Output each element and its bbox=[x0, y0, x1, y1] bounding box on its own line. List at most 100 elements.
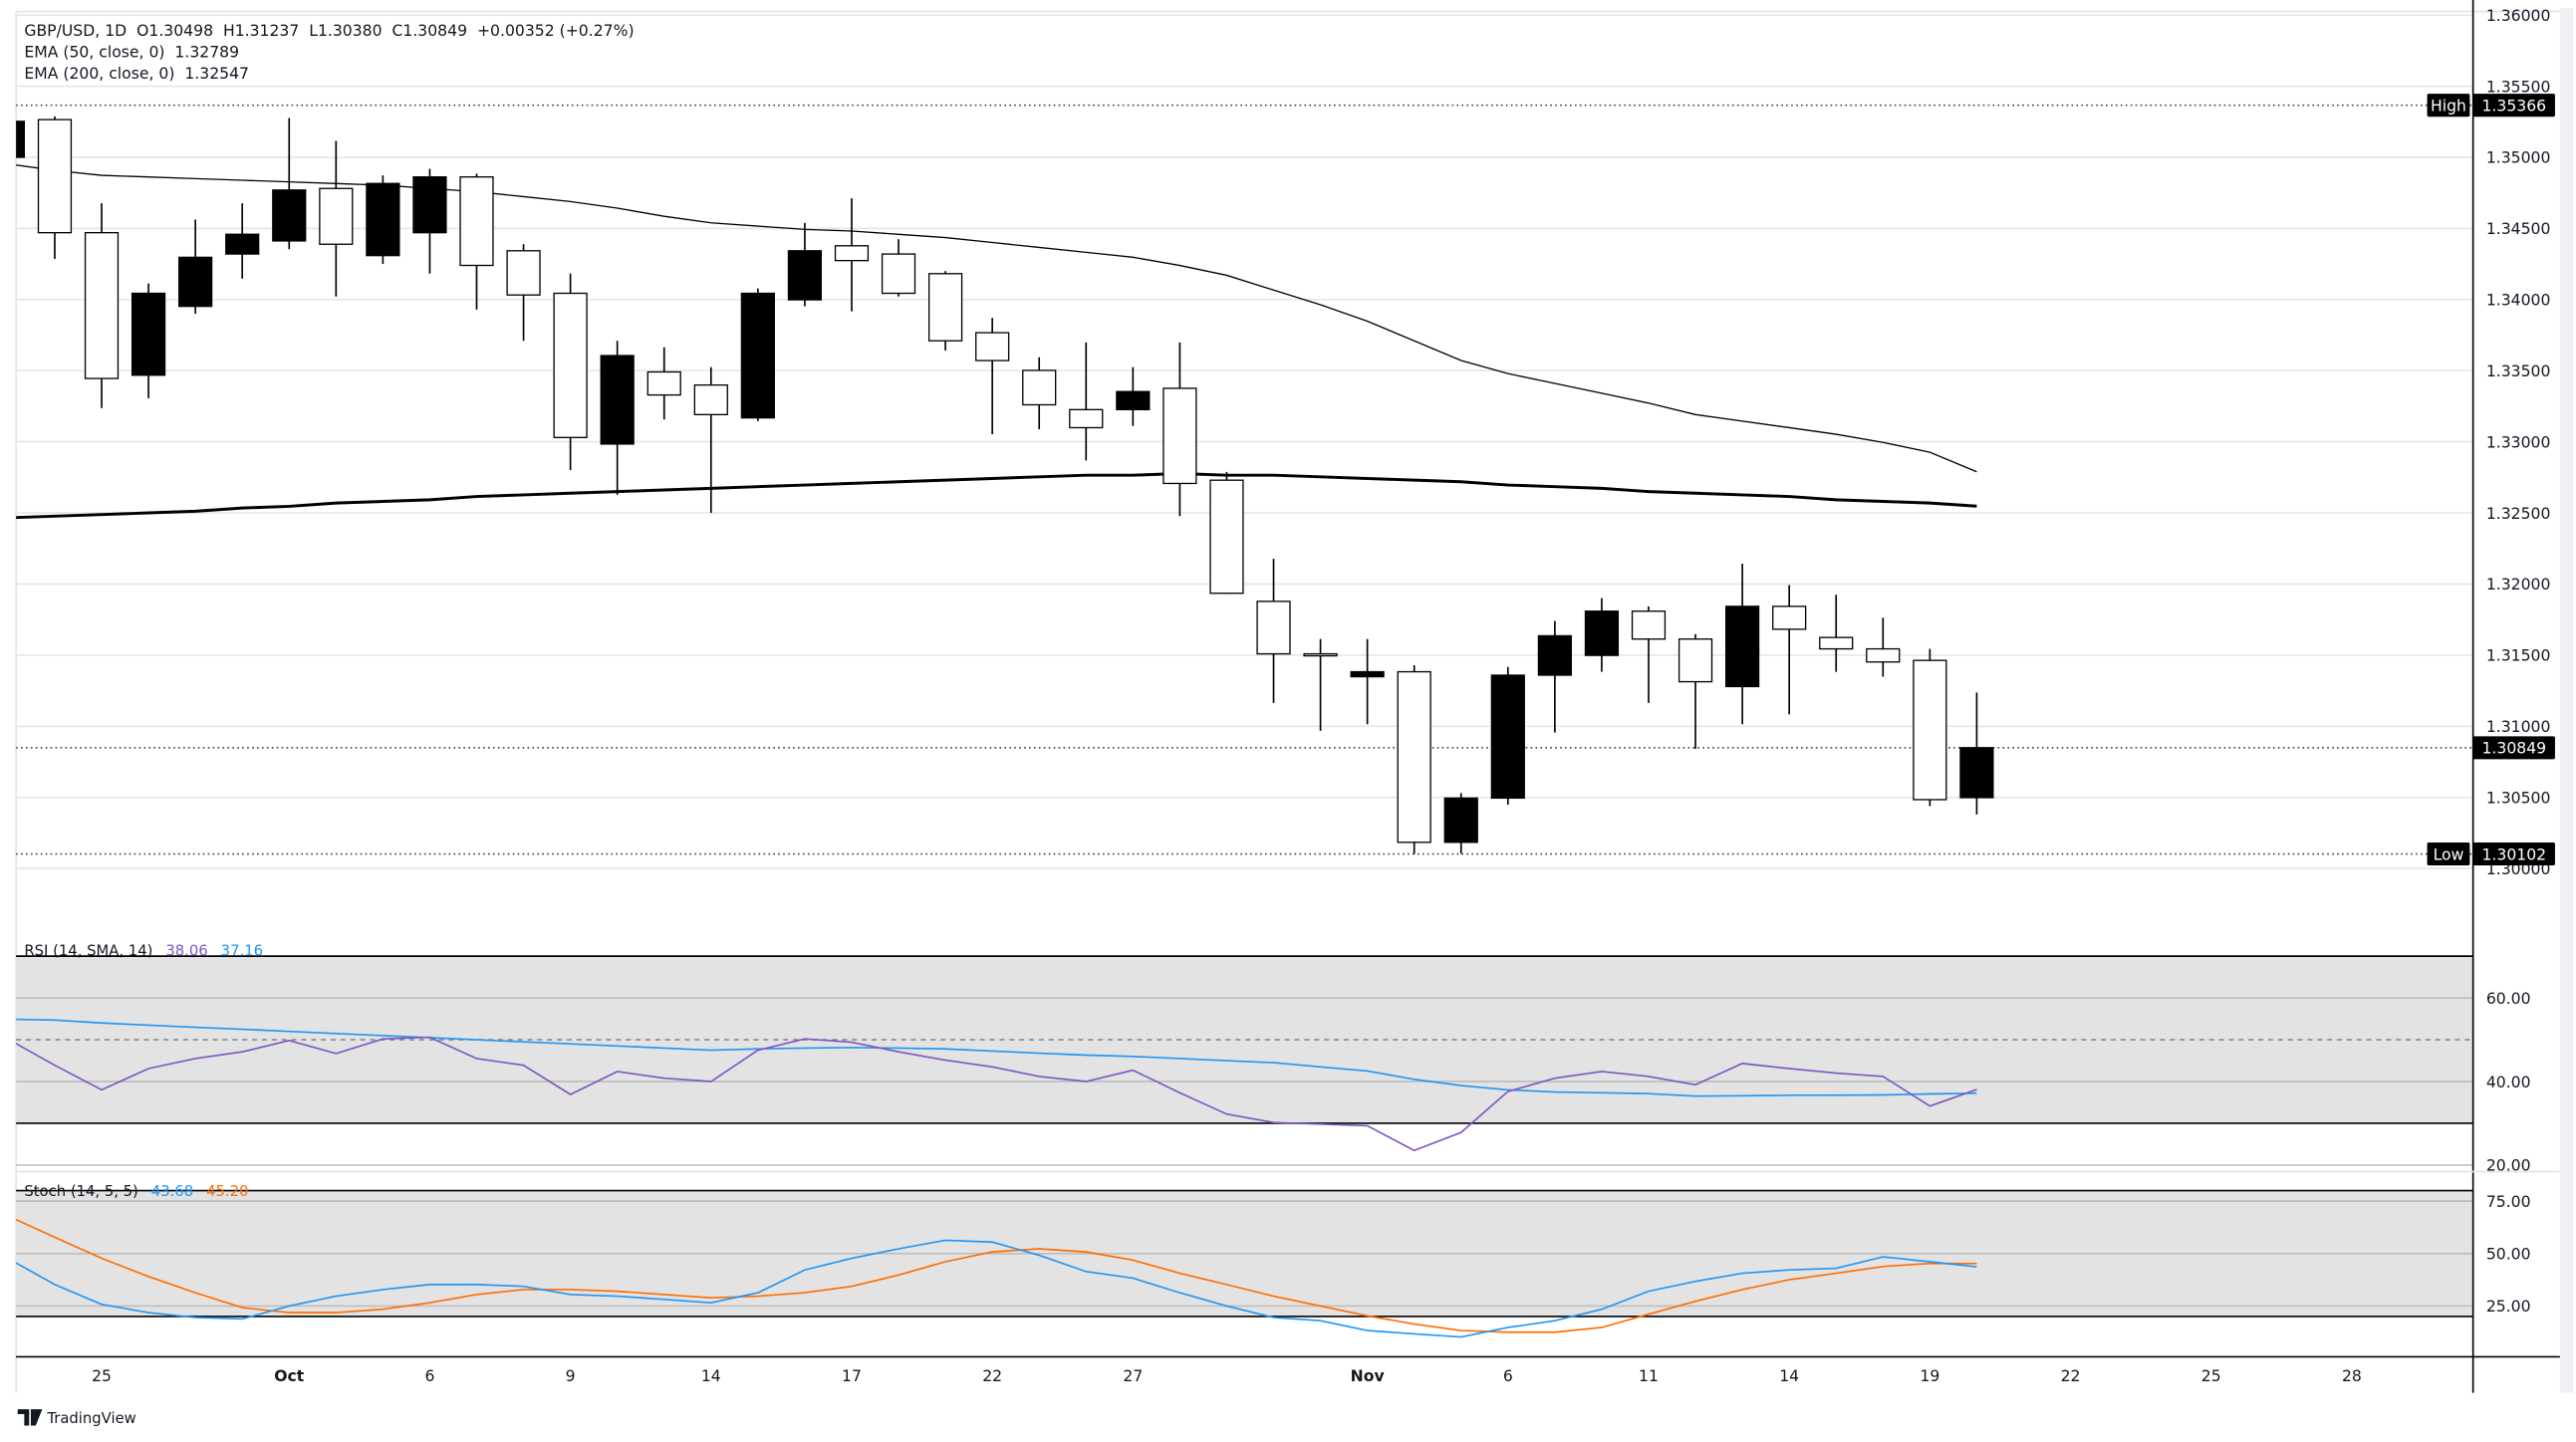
candle-body-up bbox=[787, 250, 823, 301]
rsi-tick-label: 60.00 bbox=[2486, 989, 2531, 1008]
ema200-line bbox=[16, 472, 1977, 520]
candle[interactable] bbox=[1069, 342, 1104, 461]
candle[interactable] bbox=[1022, 357, 1057, 430]
time-tick-label: 22 bbox=[982, 1366, 1002, 1385]
price-tick-label: 1.36000 bbox=[2486, 6, 2551, 25]
candle[interactable] bbox=[1116, 366, 1151, 426]
candle[interactable] bbox=[927, 271, 963, 352]
candle[interactable] bbox=[178, 219, 213, 315]
candle[interactable] bbox=[0, 119, 26, 159]
rsi-value: 38.06 bbox=[165, 942, 207, 959]
candle[interactable] bbox=[1490, 666, 1525, 805]
price-tick-label: 1.31000 bbox=[2486, 717, 2551, 736]
plot-area[interactable] bbox=[0, 104, 2473, 1338]
ema200-legend[interactable]: EMA (200, close, 0) 1.32547 bbox=[24, 64, 249, 83]
candle[interactable] bbox=[1303, 638, 1338, 731]
candle[interactable] bbox=[1584, 598, 1620, 672]
candle[interactable] bbox=[1397, 664, 1431, 854]
stoch-d-value: 45.20 bbox=[206, 1183, 248, 1200]
candle[interactable] bbox=[787, 222, 823, 307]
candle[interactable] bbox=[834, 198, 870, 312]
candle[interactable] bbox=[1959, 692, 1994, 815]
candle[interactable] bbox=[272, 118, 307, 250]
candle[interactable] bbox=[84, 203, 120, 408]
candle-body-up bbox=[412, 176, 447, 234]
candle[interactable] bbox=[1819, 595, 1854, 672]
price-tick-label: 1.34000 bbox=[2486, 291, 2551, 310]
candle[interactable] bbox=[1350, 638, 1385, 725]
candle[interactable] bbox=[881, 239, 916, 297]
candle[interactable] bbox=[1677, 633, 1713, 749]
candle[interactable] bbox=[600, 341, 635, 495]
candle-body-down bbox=[84, 232, 120, 379]
candle[interactable] bbox=[1772, 585, 1807, 715]
candle[interactable] bbox=[1913, 648, 1947, 807]
price-tick-label: 1.35000 bbox=[2486, 148, 2551, 167]
candle[interactable] bbox=[37, 116, 73, 259]
candle-body-up bbox=[1490, 674, 1525, 800]
stoch-legend-label: Stoch (14, 5, 5) bbox=[24, 1183, 137, 1200]
candle[interactable] bbox=[1866, 617, 1901, 677]
candle[interactable] bbox=[1631, 605, 1667, 703]
high-label-tag bbox=[2427, 94, 2470, 118]
time-tick-label: 19 bbox=[1920, 1366, 1939, 1385]
candle[interactable] bbox=[1537, 620, 1572, 733]
rsi-tick-label: 40.00 bbox=[2486, 1073, 2531, 1091]
candle[interactable] bbox=[459, 173, 494, 310]
candle-body-down bbox=[1866, 647, 1901, 663]
stoch-pane bbox=[16, 1189, 2473, 1318]
candle-body-down bbox=[1397, 670, 1431, 843]
tradingview-logo-text: TradingView bbox=[46, 1410, 135, 1427]
axes: 1.36000 1.35500 1.35000 1.34500 1.34000 1.335… bbox=[92, 6, 2555, 1385]
candle-body-down bbox=[1913, 659, 1947, 801]
candle-body-down bbox=[693, 383, 728, 415]
time-tick-label: 17 bbox=[842, 1366, 862, 1385]
candle-body-down bbox=[1819, 636, 1854, 650]
stoch-legend[interactable]: Stoch (14, 5, 5) 43.68 45.20 bbox=[24, 1183, 248, 1200]
candle-body-up bbox=[1443, 797, 1478, 843]
ema50-legend[interactable]: EMA (50, close, 0) 1.32789 bbox=[24, 43, 239, 62]
candle-body-up bbox=[1584, 610, 1620, 656]
candle-body-down bbox=[1303, 652, 1338, 657]
candle[interactable] bbox=[1443, 793, 1478, 854]
candle-body-up bbox=[178, 256, 213, 308]
time-tick-label: 28 bbox=[2342, 1366, 2362, 1385]
stoch-k-value: 43.68 bbox=[151, 1183, 193, 1200]
candle-body-up bbox=[1537, 634, 1572, 676]
high-price-value: 1.35366 bbox=[2481, 96, 2546, 115]
price-tick-label: 1.35500 bbox=[2486, 77, 2551, 96]
candle[interactable] bbox=[412, 168, 447, 274]
candle[interactable] bbox=[693, 366, 728, 514]
candle[interactable] bbox=[975, 318, 1010, 435]
symbol-ohlc-legend[interactable]: GBP/USD, 1D O1.30498 H1.31237 L1.30380 C… bbox=[24, 21, 634, 40]
candle[interactable] bbox=[506, 244, 541, 342]
time-tick-label: 25 bbox=[92, 1366, 112, 1385]
candle[interactable] bbox=[130, 283, 166, 398]
stoch-d-line bbox=[16, 1218, 1977, 1333]
tradingview-logo[interactable]: TradingView bbox=[17, 1409, 136, 1427]
candle-body-down bbox=[881, 253, 916, 295]
candle[interactable] bbox=[1209, 471, 1244, 595]
candle[interactable] bbox=[553, 273, 588, 471]
price-tick-label: 1.32500 bbox=[2486, 504, 2551, 523]
candle[interactable] bbox=[366, 175, 400, 265]
last-price-tag bbox=[2472, 736, 2555, 760]
rsi-sma-line bbox=[16, 1018, 1977, 1097]
candle[interactable] bbox=[646, 347, 681, 420]
candle[interactable] bbox=[319, 140, 354, 297]
candle-body-up bbox=[130, 292, 166, 376]
candle[interactable] bbox=[1162, 342, 1197, 517]
stoch-tick-label: 50.00 bbox=[2486, 1245, 2531, 1264]
time-tick-label: 27 bbox=[1123, 1366, 1143, 1385]
candle[interactable] bbox=[1256, 559, 1291, 703]
candle[interactable] bbox=[740, 288, 775, 421]
rsi-legend[interactable]: RSI (14, SMA, 14) 38.06 37.16 bbox=[24, 942, 263, 959]
low-label-text: Low bbox=[2434, 844, 2464, 863]
rsi-sma-value: 37.16 bbox=[221, 942, 263, 959]
candle[interactable] bbox=[1725, 564, 1760, 725]
time-tick-label: Nov bbox=[1351, 1366, 1385, 1385]
candle[interactable] bbox=[225, 203, 260, 279]
candle-body-down bbox=[319, 187, 354, 245]
time-tick-label: 6 bbox=[424, 1366, 434, 1385]
